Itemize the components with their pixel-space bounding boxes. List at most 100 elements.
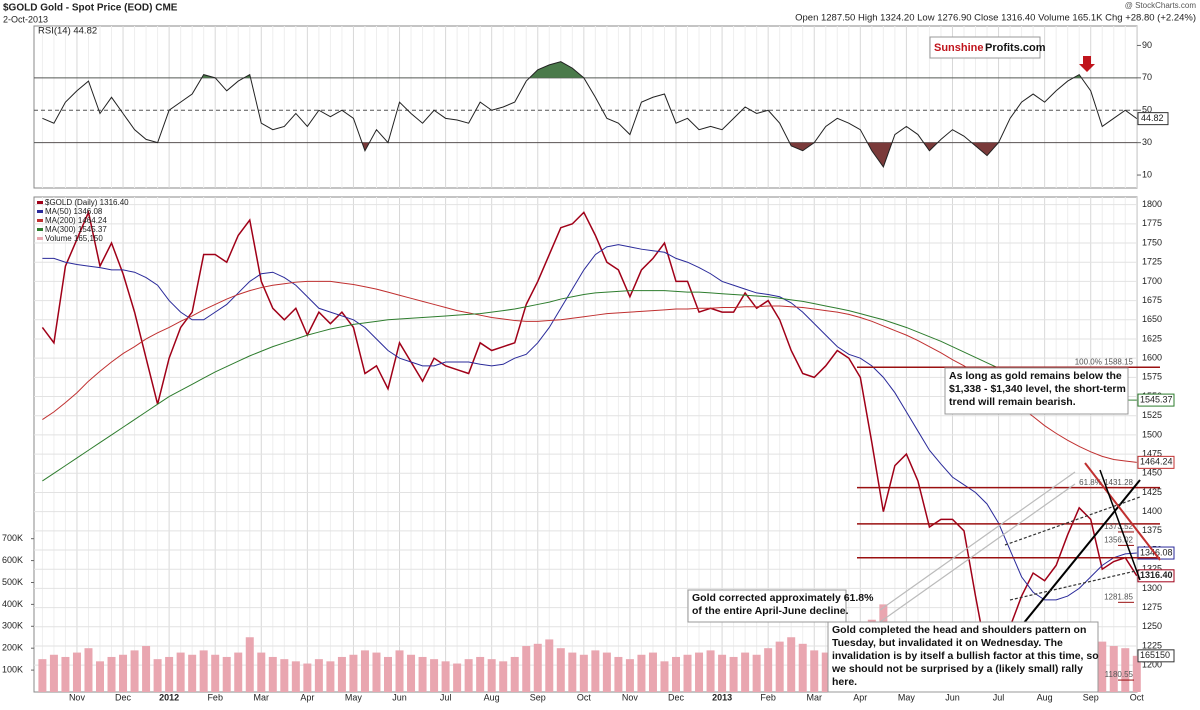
volume-bar: [72, 652, 81, 692]
series-line: [42, 244, 1137, 601]
y-tick-label: 1725: [1142, 257, 1162, 267]
volume-bar: [268, 656, 277, 692]
x-tick-label: Jun: [392, 692, 407, 702]
x-tick-label: Sep: [1083, 692, 1099, 702]
y-tick-label: 1425: [1142, 487, 1162, 497]
level-label: 1373.52: [1104, 522, 1133, 531]
volume-bar: [706, 650, 715, 692]
volume-bar: [96, 661, 104, 692]
volume-bar: [441, 661, 450, 692]
volume-bar: [384, 656, 392, 692]
value-box: [1137, 393, 1175, 407]
volume-bar: [545, 639, 554, 692]
series-line: [42, 280, 1137, 463]
volume-bar: [291, 661, 300, 692]
volume-bar: [1109, 646, 1118, 692]
legend-label: MA(200) 1464.24: [45, 216, 107, 225]
volume-bar: [533, 643, 542, 692]
volume-bar: [349, 654, 358, 692]
volume-bar: [487, 659, 496, 692]
volume-bar: [695, 652, 704, 692]
volume-bar: [107, 656, 116, 692]
rsi-title: RSI(14) 44.82: [38, 26, 97, 37]
annotation-box: [944, 367, 1129, 415]
volume-bar: [1121, 648, 1130, 692]
volume-bar: [591, 650, 600, 692]
y-tick-label: 1200: [1142, 660, 1162, 670]
y-tick-label: 1750: [1142, 237, 1162, 247]
x-tick-label: Jul: [993, 692, 1005, 702]
x-tick-label: Oct: [577, 692, 592, 702]
volume-bar: [729, 656, 738, 692]
y2-tick-label: 600K: [2, 555, 23, 565]
level-label: 100.0% 1588.15: [1075, 357, 1134, 366]
volume-bar: [810, 650, 819, 692]
series-line: [41, 209, 1138, 660]
annotation-text: invalidation is by itself a bullish fact…: [832, 650, 1099, 662]
annotation-text: Gold corrected approximately 61.8%: [692, 592, 874, 604]
volume-bar: [453, 663, 462, 692]
volume-bar: [741, 652, 750, 692]
x-tick-label: Mar: [254, 692, 270, 702]
y-tick-label: 1525: [1142, 410, 1162, 420]
value-label: 1464.24: [1140, 457, 1173, 467]
annotation-text: Gold completed the head and shoulders pa…: [832, 624, 1086, 636]
volume-bar: [1132, 655, 1141, 692]
legend-swatch: [37, 219, 43, 222]
annotation-text: trend will remain bearish.: [949, 396, 1076, 408]
level-label: 61.8% 1431.28: [1079, 478, 1133, 487]
volume-bar: [222, 656, 231, 692]
y2-tick-label: 700K: [2, 533, 23, 543]
y-tick-label: 1475: [1142, 448, 1162, 458]
volume-bar: [326, 661, 335, 692]
legend-swatch: [37, 210, 43, 213]
chart-title: $GOLD Gold - Spot Price (EOD) CME: [3, 3, 178, 14]
logo: Sunshine: [934, 42, 984, 54]
level-label: 1356.02: [1104, 536, 1133, 545]
volume-bar: [165, 656, 174, 692]
x-tick-label: Aug: [484, 692, 500, 702]
y-tick-label: 30: [1142, 137, 1152, 147]
annotation-text: $1,338 - $1,340 level, the short-term: [949, 383, 1126, 395]
x-tick-label: Jul: [440, 692, 452, 702]
trend-line: [879, 471, 1076, 611]
x-tick-label: Oct: [1130, 692, 1145, 702]
trend-line: [879, 483, 1076, 623]
x-tick-label: Dec: [668, 692, 685, 702]
credit: @ StockCharts.com: [1125, 1, 1197, 10]
volume-bar: [337, 656, 346, 692]
volume-bar: [660, 661, 669, 692]
x-tick-label: Nov: [622, 692, 639, 702]
volume-bar: [38, 659, 47, 692]
volume-bar: [464, 659, 473, 692]
trend-line: [1084, 462, 1161, 561]
annotation-text: of the entire April-June decline.: [692, 605, 849, 617]
legend-label: $GOLD (Daily) 1316.40: [45, 198, 129, 207]
volume-bar: [395, 650, 404, 692]
legend-swatch: [37, 237, 43, 240]
arrow: [1079, 56, 1095, 72]
annotation-text: Tuesday, but invalidated it on Wednesday…: [832, 637, 1063, 649]
annotation-text: we should not be surprised by a (likely …: [831, 663, 1083, 675]
volume-bar: [372, 652, 381, 692]
x-tick-label: May: [345, 692, 363, 702]
volume-bar: [142, 646, 151, 692]
annotation-box: [687, 589, 847, 623]
y2-tick-label: 200K: [2, 643, 23, 653]
legend-label: MA(50) 1346.08: [45, 207, 103, 216]
trend-lines: [879, 462, 1161, 641]
volume-bar: [556, 648, 565, 692]
y2-tick-label: 100K: [2, 664, 23, 674]
volume-bar: [614, 656, 623, 692]
volume-bar: [683, 654, 692, 692]
volume-bar: [176, 652, 185, 692]
rsi-line: [42, 61, 1138, 169]
y-tick-label: 1300: [1142, 583, 1162, 593]
y2-tick-label: 500K: [2, 577, 23, 587]
y-tick-label: 50: [1142, 105, 1152, 115]
x-tick-label: Apr: [853, 692, 867, 702]
volume-bar: [499, 661, 508, 692]
volume-bar: [579, 654, 588, 692]
y-tick-label: 1600: [1142, 353, 1162, 363]
x-tick-label: Feb: [207, 692, 223, 702]
